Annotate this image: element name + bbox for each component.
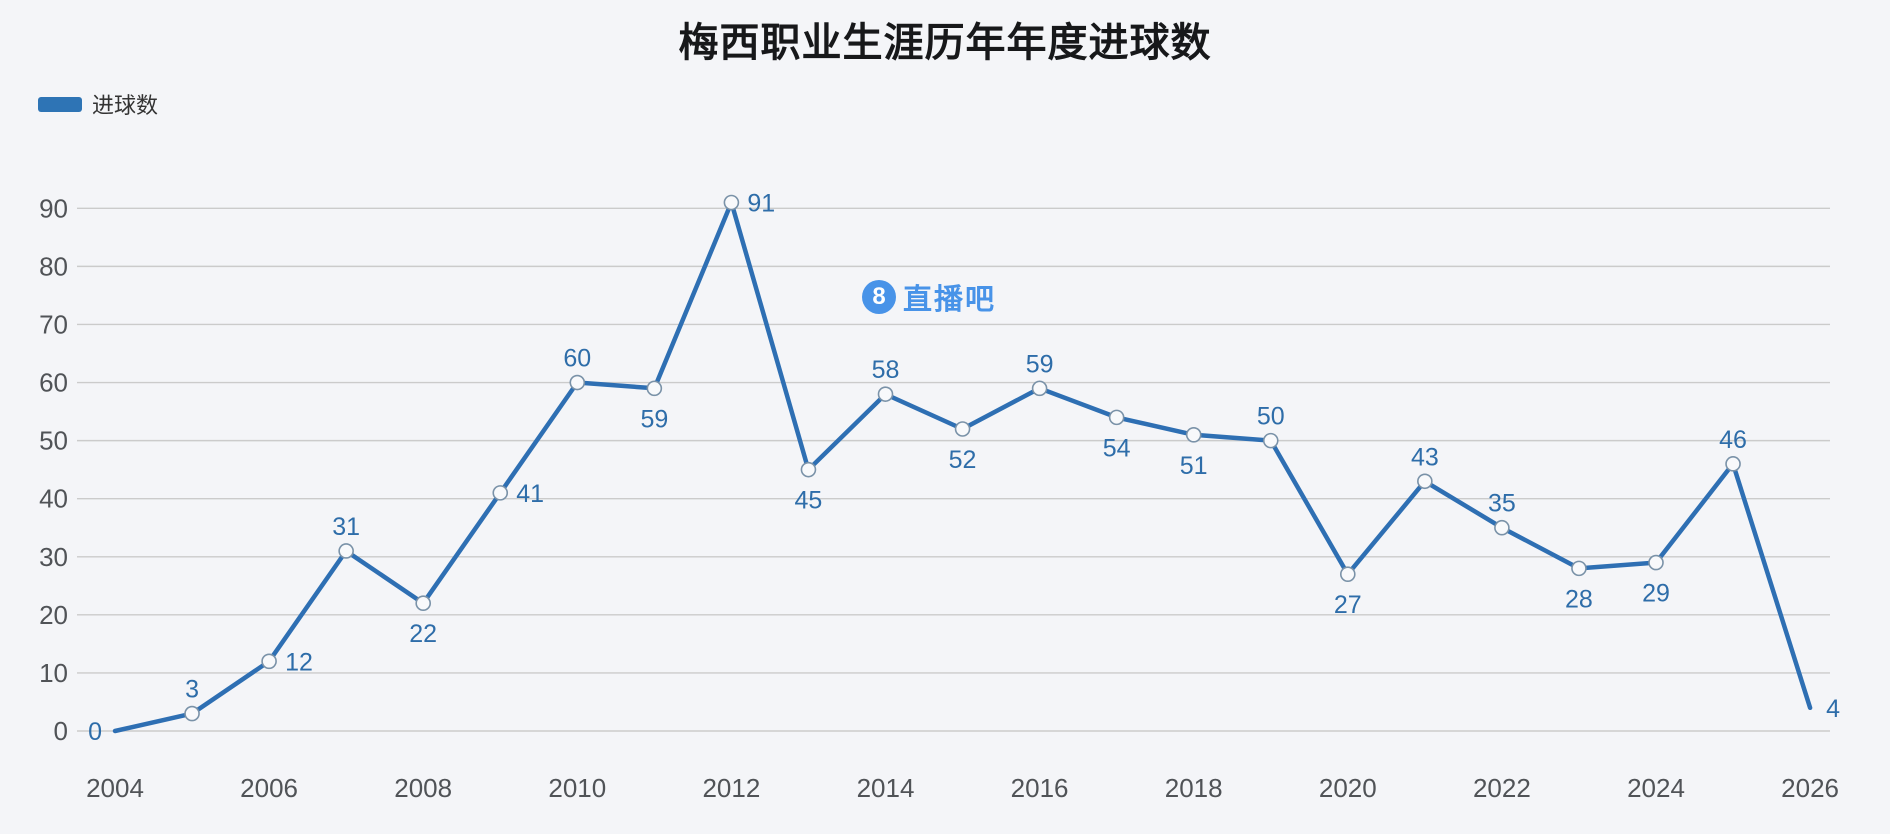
y-tick-label: 10 [39,658,68,688]
data-point-label: 45 [795,487,823,515]
x-tick-label: 2006 [240,773,298,803]
data-point-marker[interactable] [1417,473,1433,490]
data-point-marker[interactable] [492,485,509,501]
data-point-label: 50 [1257,403,1285,431]
x-tick-label: 2024 [1627,773,1685,803]
data-point-label: 58 [872,356,900,384]
x-tick-label: 2020 [1319,773,1377,803]
x-tick-label: 2026 [1781,773,1839,803]
data-point-marker[interactable] [723,194,740,211]
data-point-label: 4 [1826,695,1840,723]
y-tick-label: 20 [39,600,68,630]
data-point-marker[interactable] [184,705,200,722]
legend-swatch [38,96,82,112]
data-point-label: 54 [1103,434,1131,462]
data-point-marker[interactable] [1725,456,1741,472]
y-tick-label: 40 [39,484,68,514]
data-point-marker[interactable] [1571,560,1587,577]
data-point-label: 0 [88,718,102,746]
data-point-marker[interactable] [800,461,817,478]
data-point-label: 12 [285,648,313,676]
data-point-marker[interactable] [1108,409,1125,426]
data-point-label: 3 [185,676,199,704]
data-point-label: 46 [1719,426,1747,454]
data-point-marker[interactable] [415,595,432,612]
data-point-label: 41 [516,480,544,508]
data-point-marker[interactable] [1262,432,1279,449]
y-tick-label: 90 [39,193,68,223]
data-point-marker[interactable] [1494,519,1510,536]
legend-label: 进球数 [92,93,159,118]
data-point-marker[interactable] [877,386,894,402]
data-point-label: 43 [1411,443,1439,471]
x-tick-label: 2008 [394,773,452,803]
data-point-label: 52 [949,446,977,474]
data-point-label: 31 [332,513,360,541]
chart-title: 梅西职业生涯历年年度进球数 [678,21,1212,65]
legend-item-goals[interactable]: 进球数 [38,88,158,120]
data-point-marker[interactable] [1648,554,1664,571]
data-point-marker[interactable] [569,374,586,391]
x-tick-label: 2004 [86,773,144,803]
y-tick-label: 80 [39,251,68,281]
data-point-label: 29 [1642,580,1670,608]
data-point-marker[interactable] [338,543,354,559]
data-point-label: 35 [1488,490,1516,518]
data-point-marker[interactable] [1031,380,1048,397]
data-point-label: 51 [1180,452,1208,480]
y-tick-label: 0 [54,716,68,746]
y-tick-label: 50 [39,426,68,456]
x-tick-label: 2012 [702,773,760,803]
x-tick-label: 2014 [857,773,915,803]
x-tick-label: 2018 [1165,773,1223,803]
data-point-marker[interactable] [646,380,663,397]
x-tick-label: 2010 [548,773,606,803]
data-point-marker[interactable] [1185,427,1202,443]
data-point-marker[interactable] [261,653,277,670]
data-point-label: 91 [747,189,775,217]
data-point-marker[interactable] [1340,566,1356,582]
data-point-label: 28 [1565,585,1593,613]
y-tick-label: 60 [39,368,68,398]
y-tick-label: 70 [39,309,68,339]
data-point-label: 27 [1334,591,1362,619]
x-tick-label: 2022 [1473,773,1531,803]
x-tick-label: 2016 [1011,773,1069,803]
y-tick-label: 30 [39,542,68,572]
data-point-label: 59 [640,405,668,433]
data-point-label: 22 [409,620,437,648]
data-point-label: 59 [1026,350,1054,378]
data-point-marker[interactable] [954,421,971,437]
data-point-label: 60 [563,345,591,373]
